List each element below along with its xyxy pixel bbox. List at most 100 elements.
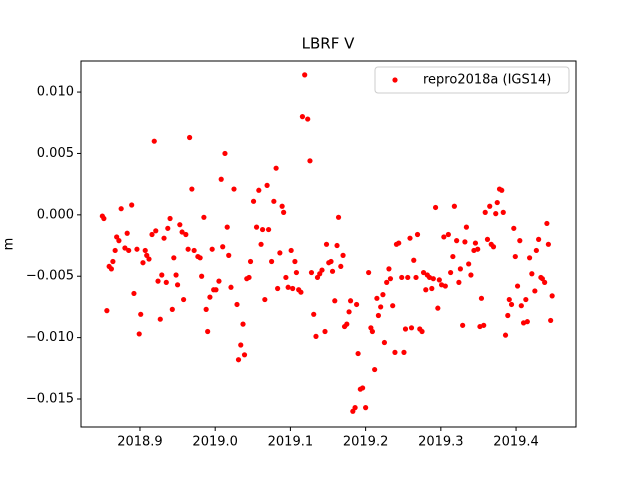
point: [305, 116, 311, 122]
point: [384, 279, 390, 285]
point: [375, 312, 382, 319]
point: [542, 279, 548, 285]
point: [506, 296, 512, 303]
point: [207, 294, 213, 300]
point: [323, 241, 330, 247]
point: [529, 271, 535, 277]
point: [381, 339, 388, 346]
point: [116, 238, 122, 244]
point: [224, 224, 230, 230]
point: [332, 298, 338, 304]
point: [268, 258, 275, 265]
point: [369, 328, 375, 335]
point: [277, 250, 283, 256]
point: [411, 257, 417, 263]
point: [165, 225, 171, 231]
point: [448, 269, 454, 276]
point: [183, 231, 189, 238]
point: [399, 274, 405, 281]
point: [523, 296, 529, 303]
point: [167, 215, 173, 222]
point: [442, 283, 448, 289]
point: [265, 226, 272, 233]
y-tick-label: −0.005: [26, 269, 74, 284]
point: [511, 225, 517, 231]
point: [366, 269, 372, 276]
point: [273, 165, 279, 171]
x-tick-label: 2019.1: [268, 435, 314, 450]
point: [499, 187, 505, 193]
point: [532, 288, 538, 294]
point: [146, 256, 152, 262]
point: [478, 295, 485, 301]
point: [247, 258, 254, 265]
x-tick-label: 2019.2: [343, 435, 389, 450]
point: [450, 253, 456, 260]
point: [213, 287, 219, 293]
point: [340, 252, 346, 258]
point: [352, 405, 358, 411]
point: [518, 303, 524, 309]
point: [335, 214, 342, 220]
point: [414, 231, 421, 238]
point: [512, 253, 518, 260]
point: [407, 235, 413, 241]
point: [218, 176, 224, 182]
point: [199, 273, 205, 279]
legend-marker: [392, 77, 398, 83]
point: [419, 328, 425, 335]
point: [344, 321, 350, 327]
point: [420, 269, 427, 276]
point: [372, 366, 378, 373]
point: [216, 278, 222, 284]
point: [487, 203, 493, 209]
point: [112, 247, 118, 254]
y-tick-label: −0.015: [26, 392, 74, 407]
point: [220, 244, 226, 250]
point: [374, 295, 380, 301]
point: [136, 331, 142, 337]
point: [456, 279, 462, 285]
point: [169, 306, 175, 312]
point: [508, 301, 515, 308]
point: [288, 247, 294, 254]
point: [432, 204, 439, 211]
point: [271, 198, 277, 204]
point: [173, 272, 179, 278]
x-tick-label: 2019.0: [192, 435, 238, 450]
point: [149, 231, 155, 238]
point: [430, 276, 436, 282]
point: [548, 317, 554, 324]
point: [258, 241, 264, 247]
point: [302, 72, 308, 78]
point: [413, 274, 419, 281]
point: [390, 303, 396, 309]
point: [104, 308, 110, 314]
point: [264, 182, 270, 188]
point: [174, 282, 181, 288]
x-tick-label: 2019.4: [493, 435, 539, 450]
y-tick-label: −0.010: [26, 330, 74, 345]
point: [322, 328, 328, 335]
point: [493, 211, 499, 217]
point: [293, 269, 300, 276]
point: [246, 274, 252, 281]
point: [187, 134, 193, 141]
point: [429, 285, 435, 292]
point: [466, 261, 472, 267]
point: [328, 258, 334, 265]
point: [334, 242, 340, 249]
point: [151, 138, 157, 144]
point: [285, 284, 291, 290]
point: [153, 228, 159, 234]
point: [353, 301, 360, 308]
point: [279, 203, 285, 209]
point: [338, 263, 344, 270]
point: [185, 246, 191, 252]
point: [435, 305, 441, 311]
point: [138, 311, 144, 317]
point: [191, 247, 197, 254]
point: [481, 322, 487, 328]
point: [222, 150, 228, 157]
